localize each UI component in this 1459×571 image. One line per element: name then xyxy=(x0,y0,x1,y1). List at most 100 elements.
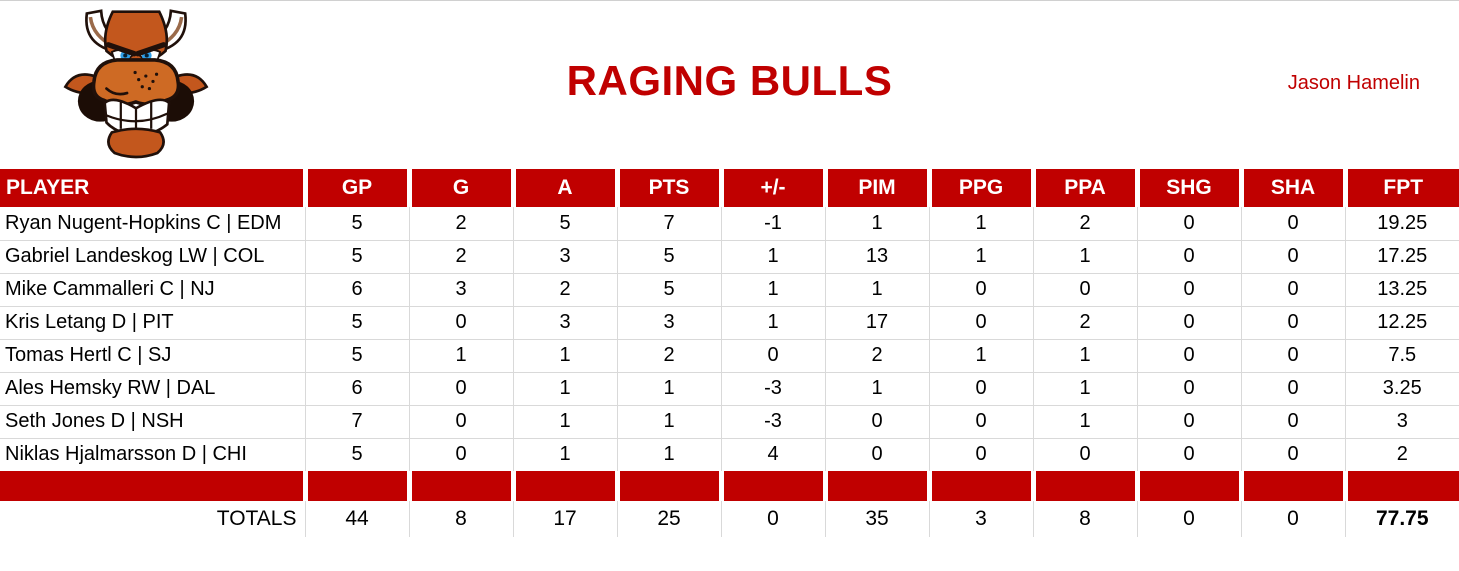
stat-cell: 1 xyxy=(616,437,721,471)
stat-cell: 1 xyxy=(616,371,721,405)
column-header-g: G xyxy=(406,169,513,207)
stat-cell: 1 xyxy=(1032,371,1137,405)
stat-cell: 0 xyxy=(1136,272,1241,306)
stat-cell: 0 xyxy=(1240,305,1345,339)
stat-cell: -1 xyxy=(720,207,825,240)
stat-cell: 1 xyxy=(720,305,825,339)
stat-cell: 2 xyxy=(1032,207,1137,240)
column-header-pim: PIM xyxy=(822,169,929,207)
stat-cell: 1 xyxy=(512,338,617,372)
stat-cell: 5 xyxy=(304,338,409,372)
separator-cell xyxy=(1030,471,1137,501)
stat-cell: 1 xyxy=(928,338,1033,372)
separator-cell xyxy=(0,471,305,501)
separator-row xyxy=(0,471,1459,501)
column-header-sha: SHA xyxy=(1238,169,1345,207)
table-row: Tomas Hertl C | SJ 5 1 1 2 0 2 1 1 0 0 7… xyxy=(0,338,1459,372)
stat-cell: 1 xyxy=(928,207,1033,240)
total-ppa: 8 xyxy=(1032,501,1137,537)
player-cell: Seth Jones D | NSH xyxy=(0,404,305,438)
stat-cell: 2 xyxy=(408,239,513,273)
stat-cell: 0 xyxy=(1136,371,1241,405)
stat-cell: 3.25 xyxy=(1344,371,1459,405)
stat-cell: 5 xyxy=(304,239,409,273)
stat-cell: 0 xyxy=(928,371,1033,405)
stat-cell: 0 xyxy=(1240,207,1345,240)
stat-cell: 0 xyxy=(928,305,1033,339)
stat-cell: 3 xyxy=(1344,404,1459,438)
stat-cell: 0 xyxy=(1240,404,1345,438)
stat-cell: 6 xyxy=(304,272,409,306)
stat-cell: 2 xyxy=(824,338,929,372)
stat-cell: 1 xyxy=(512,437,617,471)
stat-cell: 3 xyxy=(408,272,513,306)
stat-cell: 1 xyxy=(824,371,929,405)
stat-cell: 17.25 xyxy=(1344,239,1459,273)
player-cell: Niklas Hjalmarsson D | CHI xyxy=(0,437,305,471)
separator-cell xyxy=(1134,471,1241,501)
stat-cell: 5 xyxy=(512,207,617,240)
stat-cell: 1 xyxy=(1032,239,1137,273)
stat-cell: 13 xyxy=(824,239,929,273)
separator-cell xyxy=(614,471,721,501)
stat-cell: 0 xyxy=(1240,338,1345,372)
header-row: PLAYER GP G A PTS +/- PIM PPG PPA SHG SH… xyxy=(0,169,1459,207)
stat-cell: 1 xyxy=(824,207,929,240)
stat-cell: 1 xyxy=(1032,404,1137,438)
stat-cell: 1 xyxy=(512,371,617,405)
column-header-ppg: PPG xyxy=(926,169,1033,207)
total-fpt: 77.75 xyxy=(1344,501,1459,537)
stat-cell: 5 xyxy=(616,272,721,306)
separator-cell xyxy=(718,471,825,501)
table-row: Ryan Nugent-Hopkins C | EDM 5 2 5 7 -1 1… xyxy=(0,207,1459,240)
owner-name: Jason Hamelin xyxy=(1287,72,1420,94)
total-gp: 44 xyxy=(304,501,409,537)
stat-cell: 1 xyxy=(408,338,513,372)
player-cell: Ryan Nugent-Hopkins C | EDM xyxy=(5,211,282,234)
total-ppg: 3 xyxy=(928,501,1033,537)
player-cell: Ales Hemsky RW | DAL xyxy=(0,371,305,405)
column-header-shg: SHG xyxy=(1134,169,1241,207)
stat-cell: 0 xyxy=(1240,371,1345,405)
column-header-plusminus: +/- xyxy=(718,169,825,207)
separator-cell xyxy=(406,471,513,501)
stat-cell: 0 xyxy=(928,404,1033,438)
stat-cell: 0 xyxy=(1136,437,1241,471)
stat-cell: 0 xyxy=(824,404,929,438)
stat-cell: 0 xyxy=(928,437,1033,471)
stat-cell: 1 xyxy=(512,404,617,438)
stat-cell: 0 xyxy=(408,305,513,339)
stat-cell: 0 xyxy=(1136,239,1241,273)
stat-cell: 5 xyxy=(304,437,409,471)
total-shg: 0 xyxy=(1136,501,1241,537)
separator-cell xyxy=(1342,471,1459,501)
stats-table: PLAYER GP G A PTS +/- PIM PPG PPA SHG SH… xyxy=(0,169,1459,537)
stat-cell: 6 xyxy=(304,371,409,405)
stat-cell: 2 xyxy=(1344,437,1459,471)
stat-cell: 7.5 xyxy=(1344,338,1459,372)
stat-cell: 2 xyxy=(1032,305,1137,339)
stat-cell: 0 xyxy=(1136,404,1241,438)
stat-cell: -3 xyxy=(720,404,825,438)
table-body: Ryan Nugent-Hopkins C | EDM 5 2 5 7 -1 1… xyxy=(0,207,1459,471)
stat-cell: 0 xyxy=(1240,272,1345,306)
table-row: Mike Cammalleri C | NJ 6 3 2 5 1 1 0 0 0… xyxy=(0,272,1459,306)
page-title: RAGING BULLS xyxy=(566,57,893,104)
stat-cell: 0 xyxy=(928,272,1033,306)
table-row: Seth Jones D | NSH 7 0 1 1 -3 0 0 1 0 0 … xyxy=(0,404,1459,438)
total-pts: 25 xyxy=(616,501,721,537)
stat-cell: 0 xyxy=(720,338,825,372)
column-header-a: A xyxy=(510,169,617,207)
stat-cell: 1 xyxy=(824,272,929,306)
table-row: Kris Letang D | PIT 5 0 3 3 1 17 0 2 0 0… xyxy=(0,305,1459,339)
player-cell: Tomas Hertl C | SJ xyxy=(0,338,305,372)
stat-cell: 0 xyxy=(824,437,929,471)
totals-label: TOTALS xyxy=(216,507,297,530)
team-logo xyxy=(60,3,212,167)
total-a: 17 xyxy=(512,501,617,537)
stat-cell: 0 xyxy=(408,404,513,438)
angry-bull-icon xyxy=(63,9,209,159)
stat-cell: 3 xyxy=(512,239,617,273)
stat-cell: 0 xyxy=(1136,305,1241,339)
stat-cell: 0 xyxy=(1032,272,1137,306)
